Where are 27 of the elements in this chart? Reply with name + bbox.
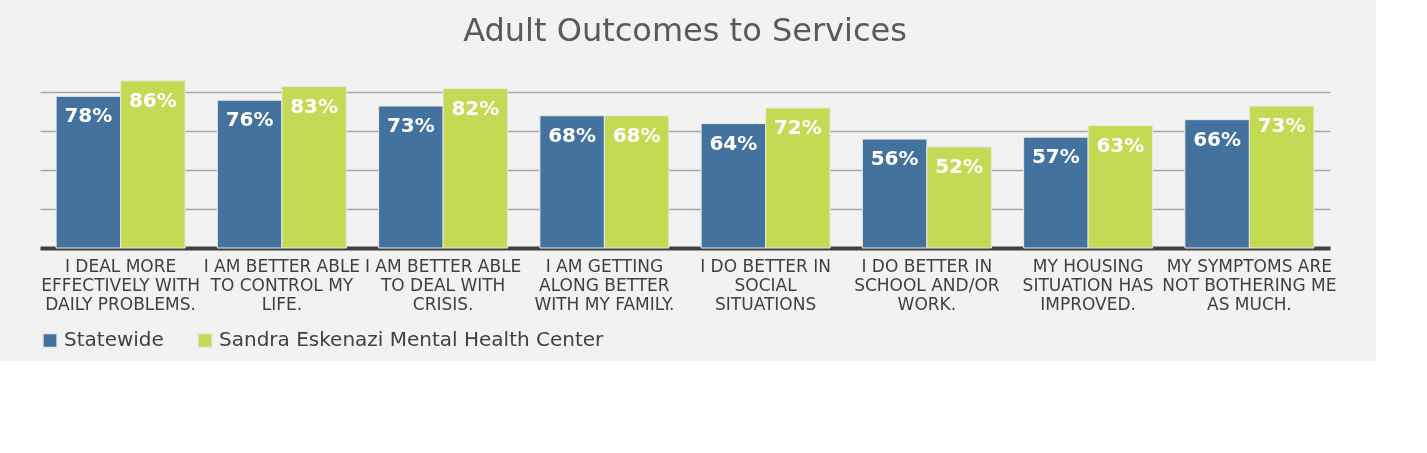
data-label: 63% [1096,132,1145,157]
x-tick-label: I AM GETTING ALONG BETTER WITH MY FAMILY. [534,255,675,314]
data-label: 83% [290,93,339,118]
data-label: 68% [548,122,597,147]
x-tick-label: I DO BETTER IN SCHOOL AND/OR WORK. [854,255,1000,314]
x-tick-label: I AM BETTER ABLE TO CONTROL MY LIFE. [203,255,361,314]
legend-label: Sandra Eskenazi Mental Health Center [219,327,605,352]
data-label: 57% [1031,144,1080,169]
x-tick-label: MY SYMPTOMS ARE NOT BOTHERING ME AS MUCH. [1162,255,1337,314]
data-label: 76% [225,107,274,132]
data-label: 68% [612,122,661,147]
data-label: 66% [1193,126,1242,151]
data-label: 78% [64,103,113,128]
data-label: 86% [128,87,177,112]
data-label: 82% [451,95,500,120]
data-label: 73% [1257,113,1306,138]
x-tick-label: I AM BETTER ABLE TO DEAL WITH CRISIS. [364,255,522,314]
x-tick-label: I DO BETTER IN SOCIAL SITUATIONS [700,255,832,314]
x-tick-label: MY HOUSING SITUATION HAS IMPROVED. [1022,255,1154,314]
data-label: 72% [773,115,822,139]
data-label: 52% [935,153,984,178]
chart-title: Adult Outcomes to Services [463,11,907,49]
data-label: 64% [709,130,758,155]
legend-label: Statewide [64,327,164,352]
x-tick-label: I DEAL MORE EFFECTIVELY WITH DAILY PROBLEMS. [41,255,200,314]
data-label: 56% [870,146,919,171]
data-label: 73% [386,113,435,138]
